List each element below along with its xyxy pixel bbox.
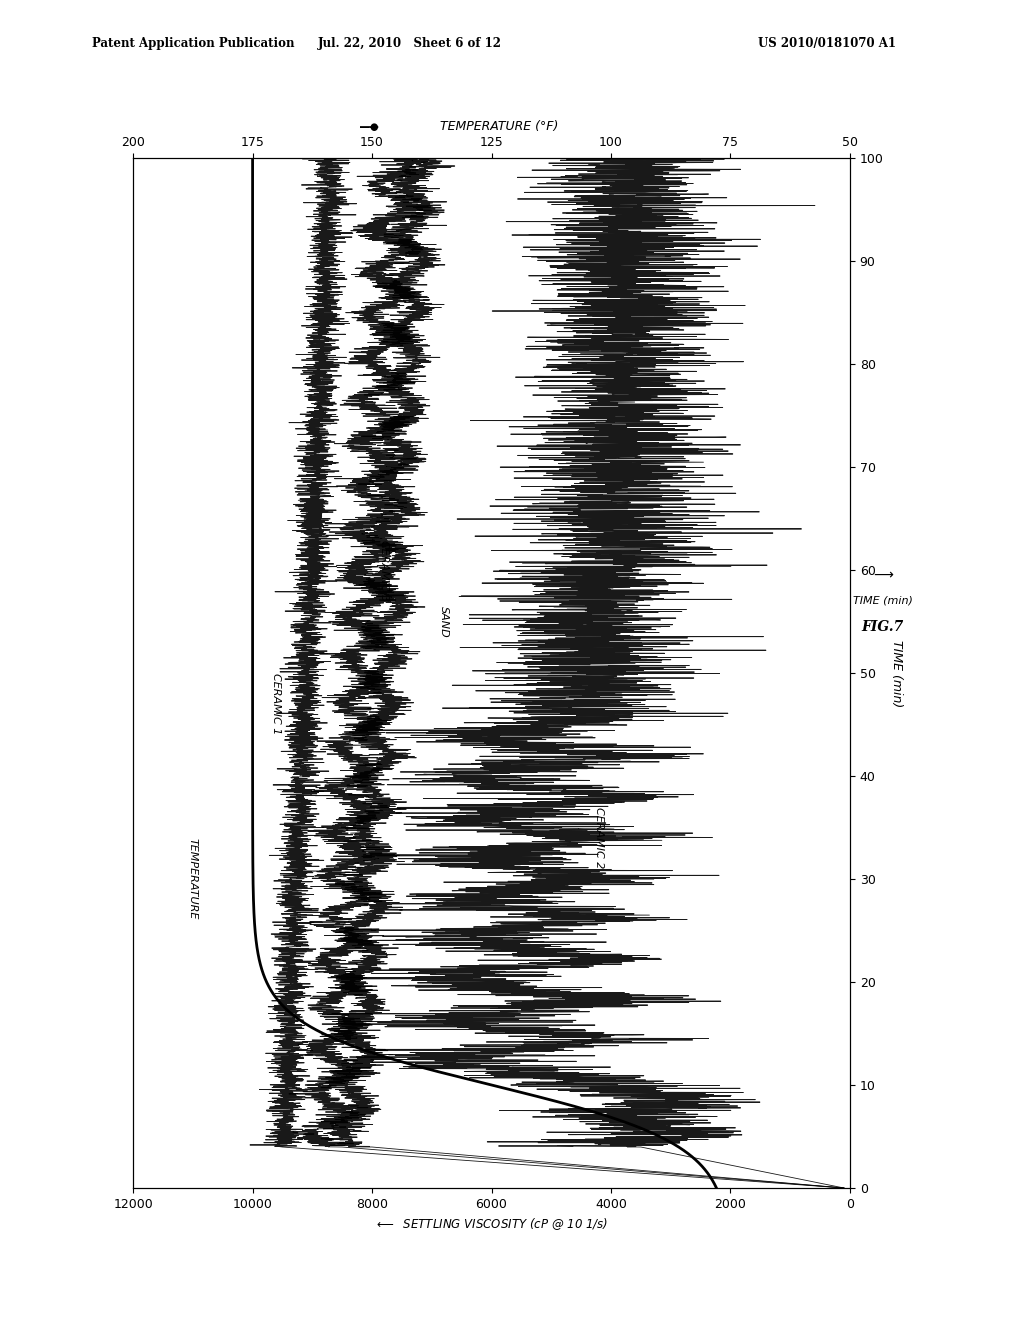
Text: TIME (min): TIME (min) bbox=[853, 595, 912, 606]
X-axis label: $\longleftarrow$  SETTLING VISCOSITY (cP @ 10 1/s): $\longleftarrow$ SETTLING VISCOSITY (cP … bbox=[375, 1216, 608, 1232]
Text: CERAMIC 1: CERAMIC 1 bbox=[271, 673, 282, 735]
Text: $\longrightarrow$: $\longrightarrow$ bbox=[870, 568, 895, 581]
Text: CERAMIC 2: CERAMIC 2 bbox=[594, 808, 604, 869]
Text: SAND: SAND bbox=[438, 606, 449, 638]
Text: Patent Application Publication: Patent Application Publication bbox=[92, 37, 295, 50]
Text: ——: —— bbox=[359, 119, 378, 135]
Text: TEMPERATURE (°F): TEMPERATURE (°F) bbox=[440, 120, 559, 133]
Text: CERAMIC 3: CERAMIC 3 bbox=[379, 540, 389, 601]
Text: US 2010/0181070 A1: US 2010/0181070 A1 bbox=[758, 37, 896, 50]
Text: TEMPERATURE: TEMPERATURE bbox=[187, 838, 198, 920]
Text: ●: ● bbox=[370, 121, 378, 132]
Y-axis label: TIME (min): TIME (min) bbox=[890, 640, 903, 706]
Text: FIG.7: FIG.7 bbox=[861, 620, 904, 634]
Text: Jul. 22, 2010   Sheet 6 of 12: Jul. 22, 2010 Sheet 6 of 12 bbox=[317, 37, 502, 50]
